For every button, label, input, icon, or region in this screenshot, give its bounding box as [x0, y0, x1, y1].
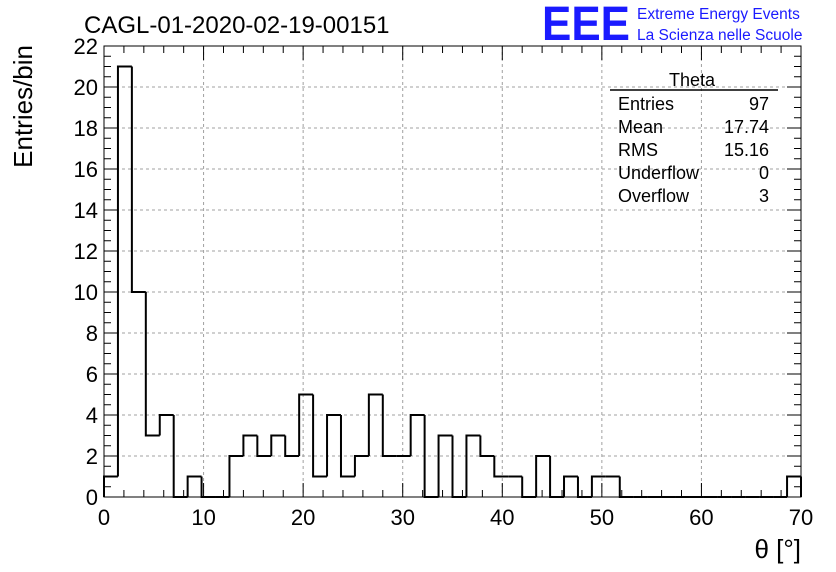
- stats-label-rms: RMS: [618, 140, 658, 160]
- y-tick-label: 0: [86, 485, 98, 510]
- x-axis-title: θ [°]: [754, 534, 801, 564]
- y-tick-label: 10: [74, 280, 98, 305]
- histogram-bin: [493, 456, 509, 478]
- x-tick-label: 60: [689, 505, 713, 530]
- chart-title: CAGL-01-2020-02-19-00151: [84, 12, 390, 39]
- x-tick-label: 40: [490, 505, 514, 530]
- y-tick-label: 14: [74, 198, 98, 223]
- histogram-bin: [284, 435, 300, 457]
- stats-label-mean: Mean: [618, 117, 663, 137]
- y-tick-label: 12: [74, 239, 98, 264]
- histogram-series: [103, 65, 802, 498]
- histogram-bin: [158, 414, 174, 436]
- histogram-bin: [409, 414, 425, 456]
- histogram-bin: [521, 476, 537, 498]
- y-tick-label: 8: [86, 321, 98, 346]
- stats-label-underflow: Underflow: [618, 163, 700, 183]
- histogram-bin: [563, 475, 578, 497]
- histogram-bin: [242, 434, 258, 456]
- histogram-bin: [312, 394, 328, 478]
- histogram-bin: [465, 434, 481, 497]
- histogram-bin: [116, 65, 132, 477]
- x-tick-label: 10: [191, 505, 215, 530]
- histogram-bin: [381, 394, 397, 457]
- histogram-bin: [144, 292, 160, 437]
- stats-box: Theta Entries 97 Mean 17.74 RMS 15.16 Un…: [610, 70, 778, 206]
- histogram-bin: [535, 455, 551, 497]
- axis-ticks: [103, 45, 802, 498]
- stats-label-entries: Entries: [618, 94, 674, 114]
- y-tick-label: 22: [74, 34, 98, 59]
- histogram-bin: [326, 414, 341, 477]
- histogram-bin: [130, 66, 146, 293]
- histogram-bin: [437, 434, 453, 497]
- stats-header: Theta: [669, 70, 716, 90]
- histogram-bin: [270, 434, 286, 456]
- eee-logo-line1: Extreme Energy Events: [637, 6, 800, 23]
- x-tick-label: 20: [291, 505, 315, 530]
- stats-value-underflow: 0: [759, 163, 769, 183]
- histogram-bin: [353, 455, 369, 477]
- y-tick-label: 6: [86, 362, 98, 387]
- y-tick-label: 4: [86, 403, 98, 428]
- histogram-bin: [339, 415, 355, 478]
- eee-logo-line2: La Scienza nelle Scuole: [637, 27, 802, 44]
- y-tick-label: 2: [86, 444, 98, 469]
- x-tick-label: 0: [98, 505, 110, 530]
- histogram-bin: [172, 415, 188, 498]
- y-axis-title: Entries/bin: [8, 45, 38, 168]
- plot-frame: [103, 45, 802, 498]
- histogram-bin: [186, 475, 202, 497]
- stats-value-rms: 15.16: [724, 140, 769, 160]
- histogram-bin: [228, 455, 244, 497]
- y-tick-label: 20: [74, 75, 98, 100]
- y-tick-label: 16: [74, 157, 98, 182]
- x-tick-label: 30: [390, 505, 414, 530]
- histogram-bin: [576, 476, 592, 498]
- stats-value-entries: 97: [749, 94, 769, 114]
- y-tick-label: 18: [74, 116, 98, 141]
- grid: [104, 46, 801, 497]
- x-tick-labels: 0 10 20 30 40 50 60 70: [98, 505, 813, 530]
- stats-value-overflow: 3: [759, 186, 769, 206]
- histogram-bin: [451, 435, 467, 498]
- histogram-bin: [367, 393, 383, 456]
- eee-logo-mark: EEE: [542, 0, 630, 51]
- y-tick-labels: 0 2 4 6 8 10 12 14 16 18 20 22: [74, 34, 98, 510]
- stats-value-mean: 17.74: [724, 117, 769, 137]
- histogram-bin: [298, 393, 314, 456]
- stats-label-overflow: Overflow: [618, 186, 690, 206]
- histogram-bin: [479, 435, 495, 457]
- histogram-bin: [590, 475, 606, 497]
- x-tick-label: 50: [590, 505, 614, 530]
- x-tick-label: 70: [789, 505, 813, 530]
- histogram-bin: [256, 435, 272, 457]
- eee-logo: EEE Extreme Energy Events La Scienza nel…: [542, 0, 802, 51]
